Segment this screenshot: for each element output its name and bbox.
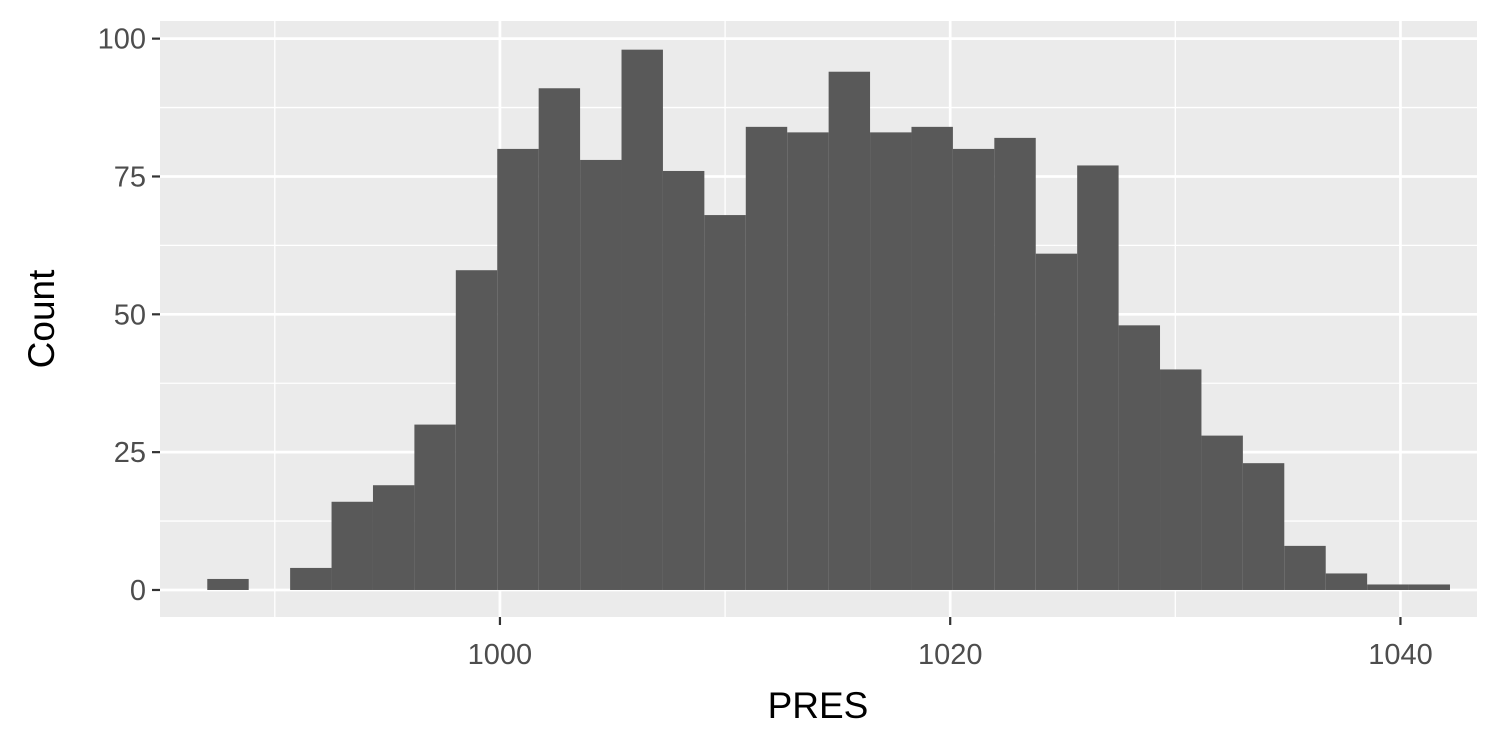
histogram-bars (207, 49, 1450, 590)
x-tick-label: 1000 (468, 639, 533, 671)
y-tick-label: 50 (114, 299, 146, 331)
histogram-bar (1367, 584, 1409, 590)
histogram-bar (1118, 325, 1161, 590)
histogram-bar (207, 578, 249, 590)
x-axis-title: PRES (768, 685, 869, 726)
histogram-bar (1325, 573, 1368, 590)
histogram-bar (828, 71, 871, 590)
histogram-bar (662, 170, 705, 590)
y-tick-label: 0 (130, 575, 146, 607)
histogram-bar (704, 215, 746, 590)
histogram-bar (455, 270, 498, 590)
histogram-bar (952, 148, 995, 590)
histogram-bar (538, 88, 581, 590)
histogram-bar (331, 501, 373, 590)
histogram-bar (290, 567, 332, 590)
x-axis-ticks: 1000 1020 1040 (468, 617, 1433, 671)
histogram-bar (1077, 165, 1119, 590)
histogram-bar (1035, 253, 1078, 590)
histogram-bar (1160, 369, 1202, 590)
y-tick-label: 100 (98, 24, 146, 56)
x-tick-label: 1020 (918, 639, 983, 671)
y-tick-label: 25 (114, 437, 146, 469)
x-tick-label: 1040 (1368, 639, 1433, 671)
histogram-bar (994, 137, 1036, 590)
histogram-bar (911, 126, 953, 590)
y-axis-ticks: 0 25 50 75 100 (98, 24, 160, 607)
histogram-bar (870, 132, 912, 590)
histogram-bar (1201, 435, 1243, 590)
histogram-bar (372, 485, 415, 590)
y-axis-title: Count (21, 269, 62, 368)
histogram-bar (621, 49, 663, 590)
histogram-bar (1408, 584, 1450, 590)
histogram-bar (580, 159, 622, 590)
histogram-bar (497, 148, 539, 590)
histogram-bar (787, 132, 829, 590)
histogram-bar (1242, 463, 1285, 590)
histogram-bar (414, 424, 456, 590)
histogram-bar (1284, 545, 1326, 590)
histogram-bar (745, 126, 788, 590)
y-tick-label: 75 (114, 161, 146, 193)
